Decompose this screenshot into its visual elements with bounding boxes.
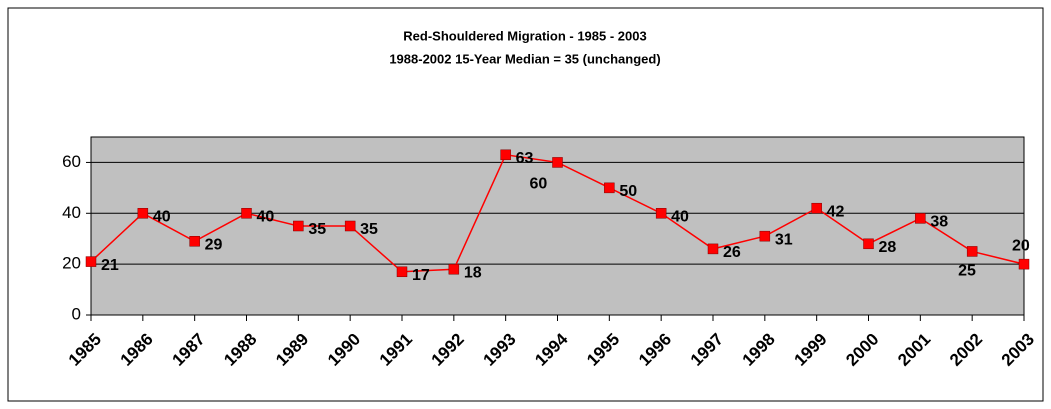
data-point bbox=[863, 238, 874, 250]
data-label: 25 bbox=[958, 263, 976, 280]
data-point bbox=[1018, 258, 1030, 270]
y-tick-label: 40 bbox=[62, 203, 81, 222]
data-label: 31 bbox=[775, 231, 793, 248]
data-label: 26 bbox=[723, 244, 741, 261]
data-point bbox=[396, 266, 408, 278]
data-point bbox=[552, 157, 563, 168]
data-label: 60 bbox=[530, 176, 548, 193]
data-point bbox=[655, 208, 667, 219]
chart-subtitle: 1988-2002 15-Year Median = 35 (unchanged… bbox=[389, 51, 660, 66]
data-point bbox=[137, 208, 149, 219]
data-label: 38 bbox=[930, 214, 948, 231]
data-point bbox=[966, 246, 978, 257]
data-label: 35 bbox=[360, 221, 378, 238]
data-point bbox=[448, 263, 460, 275]
data-point bbox=[707, 243, 719, 255]
data-point bbox=[344, 220, 356, 232]
data-point bbox=[759, 230, 771, 242]
data-point bbox=[189, 236, 200, 247]
data-label: 18 bbox=[464, 264, 482, 281]
data-label: 20 bbox=[1012, 237, 1030, 254]
chart-title: Red-Shouldered Migration - 1985 - 2003 bbox=[403, 28, 646, 43]
data-label: 29 bbox=[205, 236, 223, 253]
data-point bbox=[293, 220, 304, 232]
data-label: 17 bbox=[412, 267, 430, 284]
data-label: 28 bbox=[879, 239, 897, 256]
data-point bbox=[811, 202, 822, 214]
data-label: 21 bbox=[101, 257, 119, 274]
y-tick-label: 20 bbox=[62, 254, 81, 273]
data-label: 40 bbox=[257, 209, 275, 226]
data-label: 63 bbox=[516, 150, 534, 167]
data-point bbox=[604, 182, 615, 194]
data-point bbox=[915, 213, 926, 224]
data-point bbox=[241, 208, 252, 219]
data-label: 50 bbox=[619, 183, 637, 200]
y-tick-label: 0 bbox=[72, 304, 81, 323]
data-label: 40 bbox=[671, 209, 689, 226]
y-tick-label: 60 bbox=[62, 152, 81, 171]
data-point bbox=[85, 256, 97, 267]
data-label: 42 bbox=[827, 203, 845, 220]
data-label: 40 bbox=[153, 209, 171, 226]
data-label: 35 bbox=[308, 221, 326, 238]
data-point bbox=[500, 149, 511, 161]
